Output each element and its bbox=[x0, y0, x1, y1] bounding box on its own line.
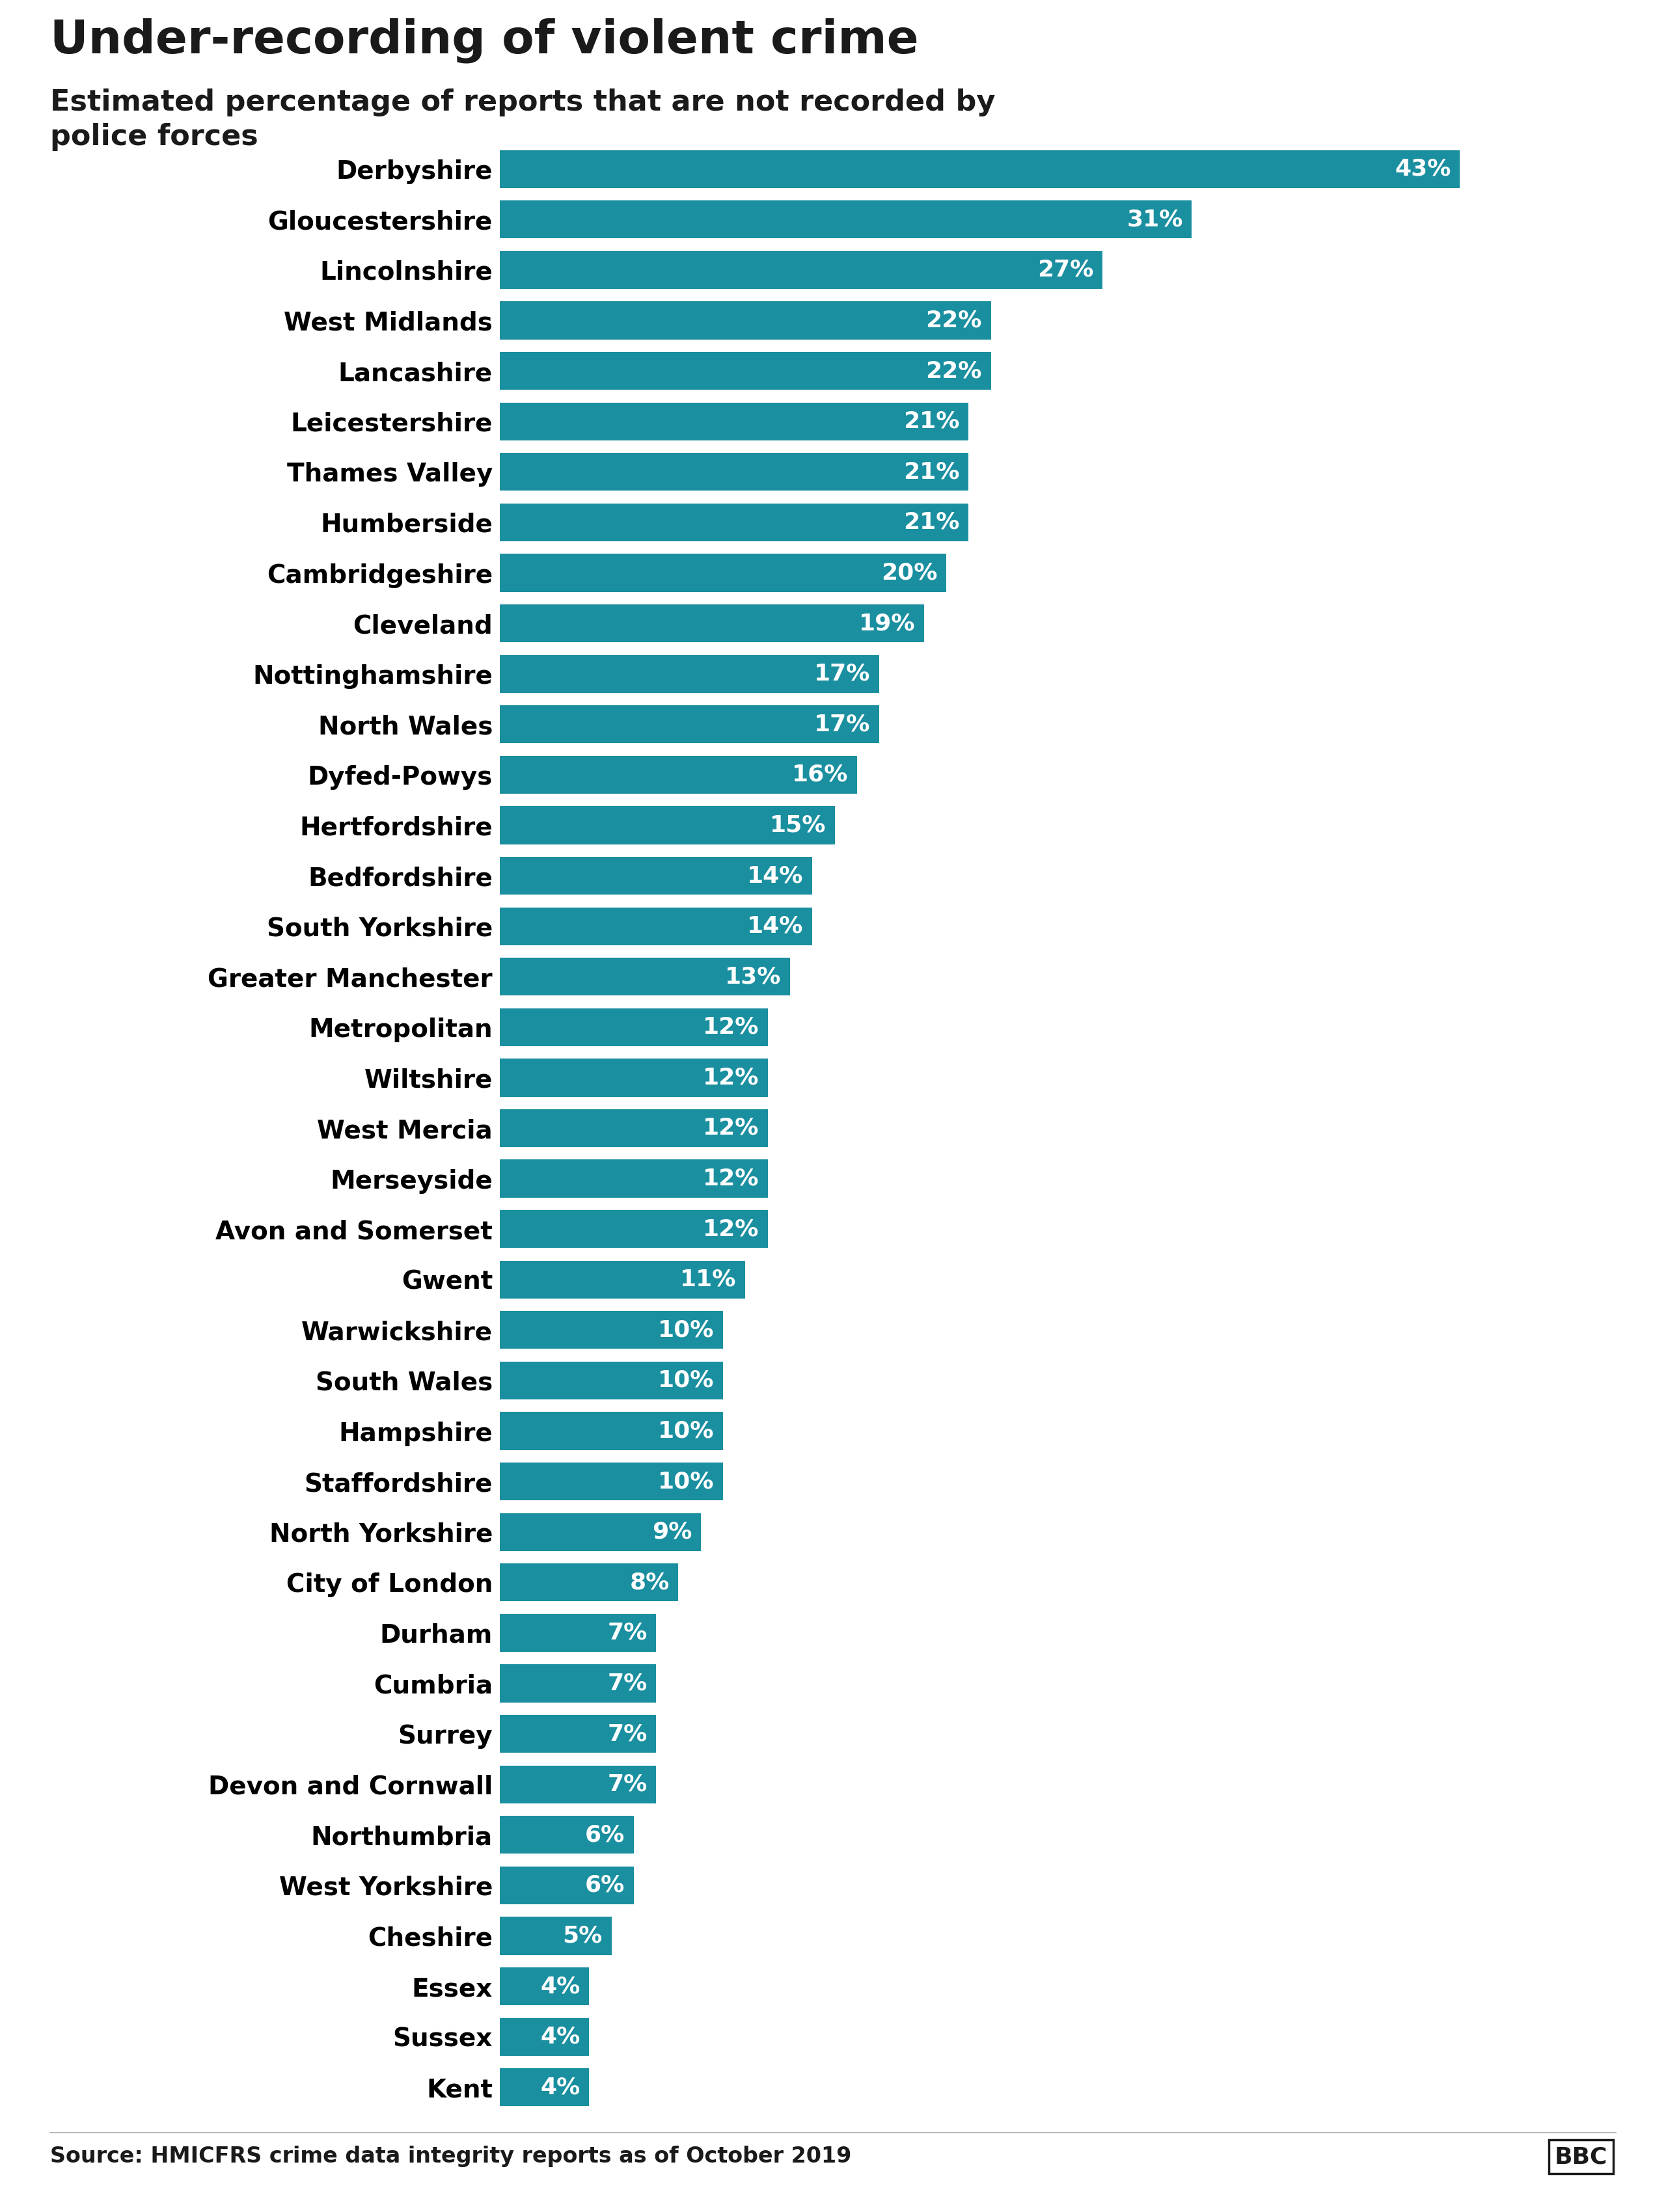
Bar bbox=[500, 1462, 723, 1500]
Text: 7%: 7% bbox=[608, 1774, 646, 1796]
Bar bbox=[500, 807, 835, 845]
Text: Under-recording of violent crime: Under-recording of violent crime bbox=[50, 18, 918, 62]
Bar bbox=[500, 352, 991, 389]
Bar bbox=[500, 1363, 723, 1400]
Bar bbox=[500, 1159, 768, 1197]
Text: 17%: 17% bbox=[815, 664, 870, 686]
Bar bbox=[500, 301, 991, 338]
Bar bbox=[500, 1108, 768, 1148]
Text: 7%: 7% bbox=[608, 1621, 646, 1644]
Bar bbox=[500, 250, 1103, 290]
Text: 22%: 22% bbox=[926, 310, 981, 332]
Text: 16%: 16% bbox=[791, 763, 848, 785]
Text: 14%: 14% bbox=[746, 865, 803, 887]
Text: 6%: 6% bbox=[585, 1823, 625, 1845]
Bar bbox=[500, 2068, 590, 2106]
Text: BBC: BBC bbox=[1554, 2146, 1608, 2168]
Bar bbox=[500, 757, 856, 794]
Bar bbox=[500, 604, 925, 641]
Text: 8%: 8% bbox=[630, 1571, 670, 1593]
Bar bbox=[500, 907, 813, 945]
Bar bbox=[500, 1663, 656, 1703]
Text: 31%: 31% bbox=[1126, 208, 1183, 230]
Bar bbox=[500, 655, 880, 692]
Text: 7%: 7% bbox=[608, 1723, 646, 1745]
Bar bbox=[500, 1966, 590, 2006]
Bar bbox=[500, 1918, 611, 1955]
Bar bbox=[500, 1009, 768, 1046]
Bar bbox=[500, 1210, 768, 1248]
Text: 11%: 11% bbox=[680, 1267, 736, 1290]
Text: 10%: 10% bbox=[658, 1369, 715, 1391]
Text: 12%: 12% bbox=[703, 1015, 758, 1037]
Text: 12%: 12% bbox=[703, 1168, 758, 1190]
Text: 27%: 27% bbox=[1038, 259, 1093, 281]
Bar bbox=[500, 1714, 656, 1752]
Text: 21%: 21% bbox=[903, 411, 960, 434]
Bar bbox=[500, 201, 1191, 239]
Bar bbox=[500, 958, 790, 995]
Text: 10%: 10% bbox=[658, 1318, 715, 1340]
Text: 5%: 5% bbox=[563, 1924, 603, 1947]
Text: 13%: 13% bbox=[725, 967, 781, 989]
Text: Source: HMICFRS crime data integrity reports as of October 2019: Source: HMICFRS crime data integrity rep… bbox=[50, 2146, 851, 2168]
Bar bbox=[500, 403, 968, 440]
Text: 21%: 21% bbox=[903, 511, 960, 533]
Bar bbox=[500, 1816, 633, 1854]
Bar bbox=[500, 1513, 701, 1551]
Bar bbox=[500, 2017, 590, 2055]
Bar bbox=[500, 1312, 723, 1349]
Bar bbox=[500, 453, 968, 491]
Bar bbox=[500, 1261, 745, 1298]
Bar bbox=[500, 1615, 656, 1652]
Bar bbox=[500, 150, 1459, 188]
Text: Estimated percentage of reports that are not recorded by
police forces: Estimated percentage of reports that are… bbox=[50, 88, 995, 150]
Text: 22%: 22% bbox=[926, 361, 981, 383]
Bar bbox=[500, 553, 946, 593]
Bar bbox=[500, 1765, 656, 1803]
Text: 10%: 10% bbox=[658, 1420, 715, 1442]
Text: 15%: 15% bbox=[770, 814, 826, 836]
Text: 9%: 9% bbox=[651, 1522, 691, 1544]
Bar bbox=[500, 1564, 678, 1601]
Text: 21%: 21% bbox=[903, 460, 960, 482]
Text: 10%: 10% bbox=[658, 1471, 715, 1493]
Text: 4%: 4% bbox=[540, 1975, 580, 1997]
Text: 17%: 17% bbox=[815, 712, 870, 734]
Bar bbox=[500, 504, 968, 542]
Text: 6%: 6% bbox=[585, 1874, 625, 1896]
Text: 43%: 43% bbox=[1394, 157, 1451, 179]
Bar bbox=[500, 856, 813, 894]
Text: 4%: 4% bbox=[540, 2077, 580, 2099]
Text: 12%: 12% bbox=[703, 1066, 758, 1088]
Text: 19%: 19% bbox=[858, 613, 915, 635]
Bar bbox=[500, 706, 880, 743]
Text: 12%: 12% bbox=[703, 1117, 758, 1139]
Text: 14%: 14% bbox=[746, 916, 803, 938]
Bar bbox=[500, 1060, 768, 1097]
Text: 4%: 4% bbox=[540, 2026, 580, 2048]
Bar bbox=[500, 1411, 723, 1449]
Text: 7%: 7% bbox=[608, 1672, 646, 1694]
Text: 20%: 20% bbox=[881, 562, 938, 584]
Bar bbox=[500, 1867, 633, 1905]
Text: 12%: 12% bbox=[703, 1219, 758, 1241]
